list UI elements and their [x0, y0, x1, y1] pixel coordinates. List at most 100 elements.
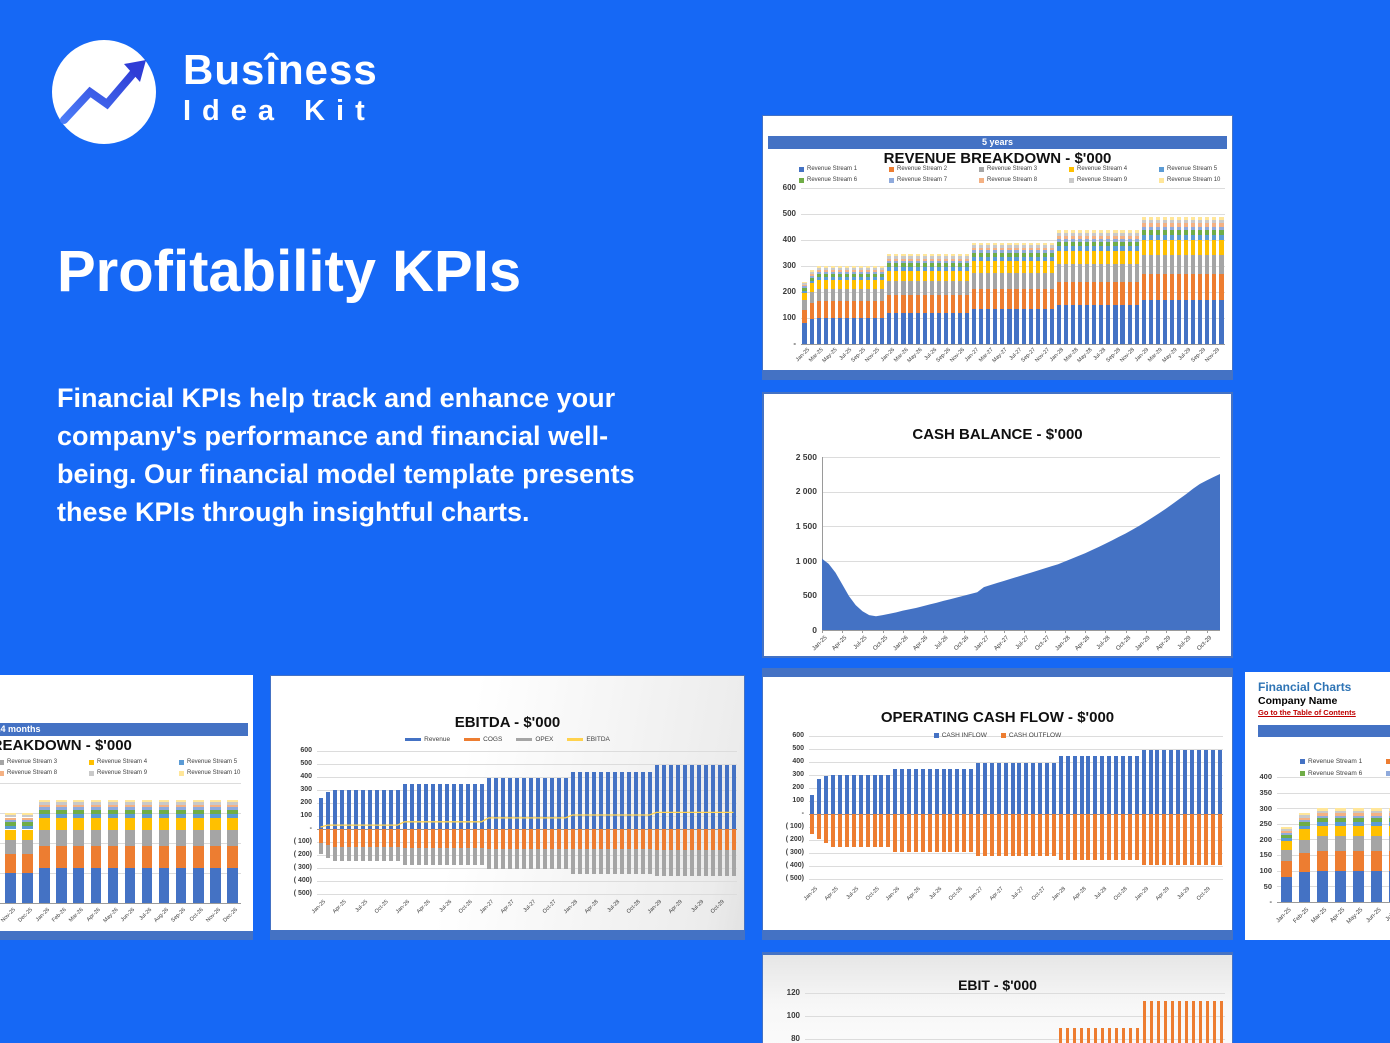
- bar-segment: [227, 804, 238, 808]
- gridline: [317, 868, 737, 869]
- bar-segment: [56, 846, 67, 868]
- bar-segment: [1120, 229, 1125, 233]
- bar-segment: [696, 829, 701, 850]
- x-axis-label: May-26: [101, 907, 120, 925]
- bar-segment: [1370, 836, 1382, 851]
- bar-segment: [710, 765, 715, 829]
- x-axis-tick: [923, 630, 925, 633]
- bar-segment: [556, 848, 561, 870]
- bar-segment: [416, 829, 421, 849]
- bar-segment: [901, 270, 906, 282]
- gridline: [317, 855, 737, 856]
- bar-segment: [1156, 1001, 1161, 1043]
- x-axis-label: Jan-26: [879, 347, 896, 364]
- bar-segment: [1148, 240, 1153, 255]
- bar-segment: [141, 846, 153, 868]
- bar-segment: [1212, 235, 1217, 241]
- bar-segment: [1028, 309, 1033, 344]
- bar-segment: [1021, 242, 1026, 246]
- bar-segment: [724, 765, 729, 829]
- bar-segment: [1298, 853, 1310, 873]
- table-of-contents-link[interactable]: Go to the Table of Contents: [1258, 708, 1356, 717]
- bar-segment: [1070, 238, 1076, 242]
- bar-segment: [124, 799, 136, 802]
- bar-segment: [943, 281, 948, 295]
- y-axis-tick: 400: [1259, 772, 1272, 782]
- bar-segment: [388, 829, 393, 848]
- bar-segment: [158, 830, 170, 846]
- bar-segment: [1169, 240, 1175, 255]
- bar-segment: [1093, 1027, 1098, 1043]
- bar-segment: [955, 814, 960, 852]
- bar-segment: [802, 281, 807, 284]
- bar-segment: [1316, 825, 1328, 837]
- bar-segment: [886, 775, 891, 814]
- x-axis-tick: [943, 630, 945, 633]
- gridline: [1277, 792, 1390, 794]
- bar-segment: [1014, 247, 1019, 251]
- bar-segment: [395, 829, 400, 848]
- bar-segment: [409, 848, 414, 866]
- legend-item: Revenue Stream 10: [179, 770, 240, 776]
- bar-segment: [901, 258, 906, 262]
- bar-segment: [915, 263, 920, 268]
- bar-segment: [844, 274, 850, 278]
- bar-segment: [1035, 288, 1040, 310]
- bar-segment: [1042, 250, 1047, 253]
- bar-segment: [175, 807, 187, 810]
- legend-label: COGS: [483, 736, 503, 743]
- page-title: Profitability KPIs: [57, 239, 522, 304]
- x-axis-label: Apr-27: [989, 886, 1005, 902]
- x-axis-label: Apr-29: [1155, 635, 1173, 652]
- bar-segment: [227, 818, 238, 831]
- bar-segment: [1196, 814, 1201, 865]
- gridline: [822, 630, 1220, 631]
- bar-segment: [107, 830, 119, 846]
- y-axis-tick: 2 500: [795, 451, 817, 462]
- bar-segment: [1000, 309, 1005, 344]
- bar-segment: [1219, 219, 1224, 224]
- bar-segment: [1049, 273, 1054, 289]
- gridline: [317, 894, 737, 895]
- y-axis-tick: ( 500): [785, 874, 804, 882]
- x-axis-label: Sep-29: [1189, 347, 1207, 364]
- bar-segment: [1191, 240, 1196, 255]
- bar-segment: [1169, 254, 1175, 275]
- revenue-breakdown-5y-chart: 600 500 400 300 200 100- Jan-25 Mar-25 May-25 Jul…: [763, 116, 1232, 379]
- bar-segment: [1169, 216, 1175, 220]
- bar-segment: [175, 830, 187, 846]
- bar-segment: [1162, 300, 1168, 344]
- bar-segment: [1127, 229, 1132, 233]
- bar-segment: [880, 289, 885, 302]
- legend-swatch: [889, 166, 894, 172]
- bar-segment: [866, 269, 871, 272]
- bar-segment: [107, 814, 119, 819]
- bar-segment: [979, 242, 984, 246]
- x-axis-label: Jul-25: [852, 635, 869, 651]
- gridline: [0, 813, 241, 814]
- legend-label: Revenue Stream 10: [1167, 177, 1221, 183]
- bar-segment: [957, 313, 963, 344]
- bar-segment: [913, 814, 918, 852]
- bar-segment: [908, 258, 913, 262]
- bar-segment: [486, 778, 491, 829]
- bar-segment: [1072, 755, 1077, 814]
- bar-segment: [689, 849, 694, 877]
- logo-trend-arrow-icon: [60, 60, 146, 124]
- bar-segment: [1078, 241, 1083, 247]
- bar-segment: [39, 867, 50, 903]
- x-axis-label: May-25: [821, 347, 840, 365]
- bar-segment: [908, 256, 913, 259]
- bar-segment: [964, 258, 970, 262]
- x-axis-tick: [983, 630, 985, 633]
- bar-segment: [1007, 261, 1012, 273]
- bar-segment: [873, 269, 878, 272]
- bar-segment: [332, 790, 337, 829]
- bar-segment: [1049, 261, 1054, 273]
- bar-segment: [986, 273, 991, 289]
- bar-segment: [858, 289, 864, 302]
- bar-segment: [1042, 245, 1047, 248]
- gridline: [809, 788, 1223, 789]
- legend-item: EBITDA: [567, 736, 610, 743]
- bar-segment: [437, 848, 442, 866]
